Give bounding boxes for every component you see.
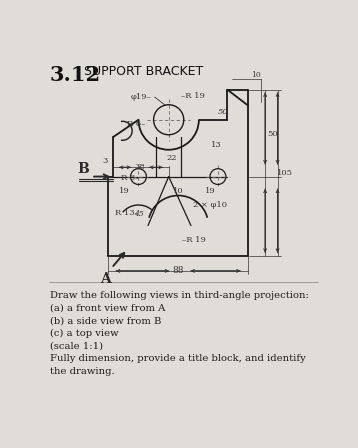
Text: 19: 19 [119, 187, 130, 195]
Text: 3.12: 3.12 [49, 65, 101, 85]
Text: (c) a top view: (c) a top view [50, 329, 119, 338]
Text: φ19–: φ19– [131, 93, 152, 101]
Text: 38: 38 [135, 164, 145, 171]
Text: 45: 45 [134, 211, 144, 219]
Text: 13: 13 [211, 141, 222, 149]
Text: (scale 1:1): (scale 1:1) [50, 342, 103, 351]
Text: 2 × φ10: 2 × φ10 [193, 201, 227, 209]
Text: (b) a side view from B: (b) a side view from B [50, 316, 161, 325]
Text: –R 19: –R 19 [182, 236, 206, 244]
Text: R 3–: R 3– [121, 174, 140, 182]
Text: 19: 19 [205, 187, 216, 195]
Text: 10: 10 [173, 187, 184, 195]
Text: 3: 3 [102, 157, 108, 165]
Text: 22: 22 [166, 154, 177, 162]
Text: 50: 50 [217, 108, 228, 116]
Text: Fully dimension, provide a title block, and identify: Fully dimension, provide a title block, … [50, 354, 306, 363]
Text: 50: 50 [267, 130, 277, 138]
Text: B: B [78, 162, 90, 176]
Text: 88: 88 [173, 267, 184, 276]
Text: the drawing.: the drawing. [50, 367, 115, 376]
Text: 105: 105 [276, 169, 292, 177]
Text: 10: 10 [251, 71, 261, 79]
Text: Draw the following views in third-angle projection:: Draw the following views in third-angle … [50, 291, 309, 300]
Text: SUPPORT BRACKET: SUPPORT BRACKET [83, 65, 203, 78]
Text: (a) a front view from A: (a) a front view from A [50, 304, 165, 313]
Text: R 13–: R 13– [115, 209, 139, 217]
Text: A: A [100, 272, 111, 286]
Text: R 6–: R 6– [127, 121, 145, 129]
Text: –R 19: –R 19 [181, 92, 205, 100]
